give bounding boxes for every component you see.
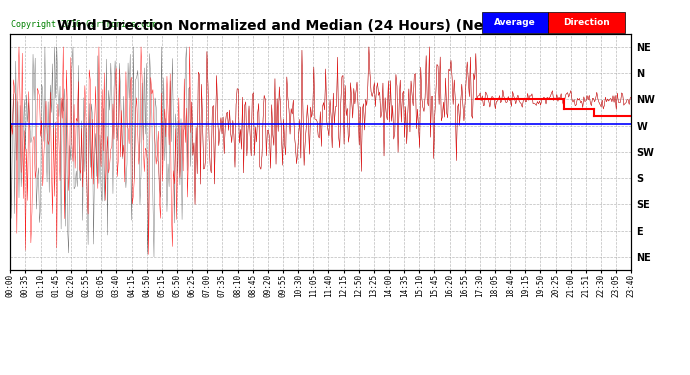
Title: Wind Direction Normalized and Median (24 Hours) (New) 20161018: Wind Direction Normalized and Median (24… [57,19,585,33]
Text: Copyright 2016 Cartronics.com: Copyright 2016 Cartronics.com [11,20,156,29]
FancyBboxPatch shape [482,12,548,33]
Text: Direction: Direction [563,18,610,27]
Text: Average: Average [494,18,535,27]
FancyBboxPatch shape [548,12,625,33]
